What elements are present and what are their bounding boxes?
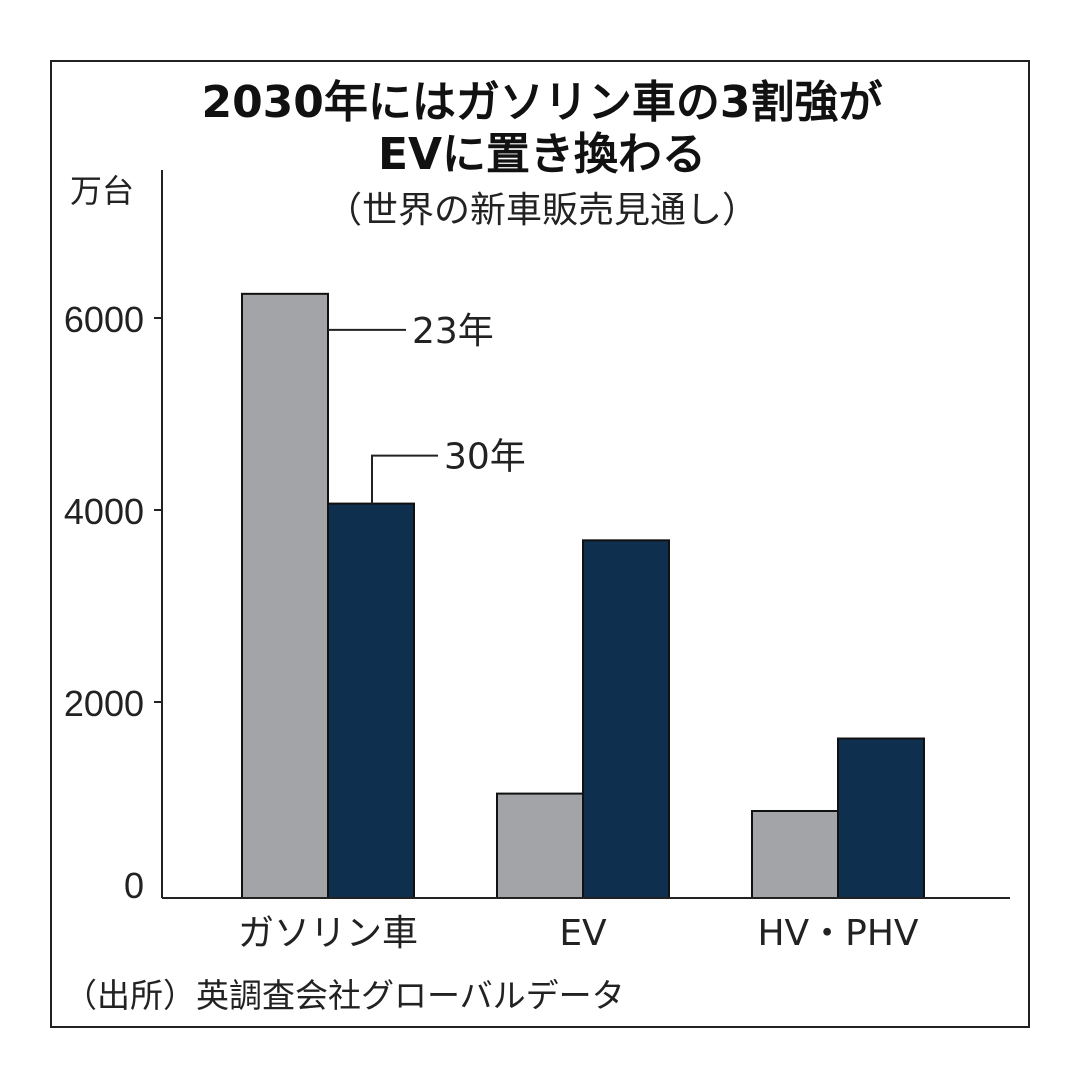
x-category-label: HV・PHV	[757, 913, 918, 954]
bars-group	[241, 292, 925, 900]
chart-subtitle: （世界の新車販売見通し）	[326, 190, 758, 231]
callout-label-series2: 30年	[444, 437, 526, 478]
callout-label-series1: 23年	[412, 311, 494, 352]
bar-series2-cat1	[327, 502, 415, 899]
y-tick-label: 2000	[64, 683, 144, 724]
bar-series1-cat1	[241, 292, 329, 900]
callout-line-series2	[371, 454, 438, 504]
y-axis-unit-label: 万台	[70, 172, 134, 210]
source-note: （出所）英調査会社グローバルデータ	[64, 976, 625, 1015]
y-tick-label: 4000	[64, 491, 144, 532]
x-category-label: EV	[559, 913, 607, 954]
bar-series1-cat2	[496, 792, 584, 899]
bar-series2-cat3	[837, 737, 925, 899]
callouts-group: 23年 30年	[328, 311, 526, 504]
x-category-label: ガソリン車	[238, 913, 418, 954]
chart-frame: 2030年にはガソリン車の3割強が EVに置き換わる （世界の新車販売見通し） …	[50, 60, 1030, 1028]
bar-series1-cat3	[751, 810, 839, 899]
chart-title-line1: 2030年にはガソリン車の3割強が	[201, 77, 882, 128]
chart-title-line2: EVに置き換わる	[378, 129, 706, 180]
y-tick-label: 0	[124, 865, 144, 906]
bar-series2-cat2	[582, 539, 670, 899]
y-tick-label: 6000	[64, 299, 144, 340]
chart-svg: 2030年にはガソリン車の3割強が EVに置き換わる （世界の新車販売見通し） …	[64, 77, 1010, 1015]
